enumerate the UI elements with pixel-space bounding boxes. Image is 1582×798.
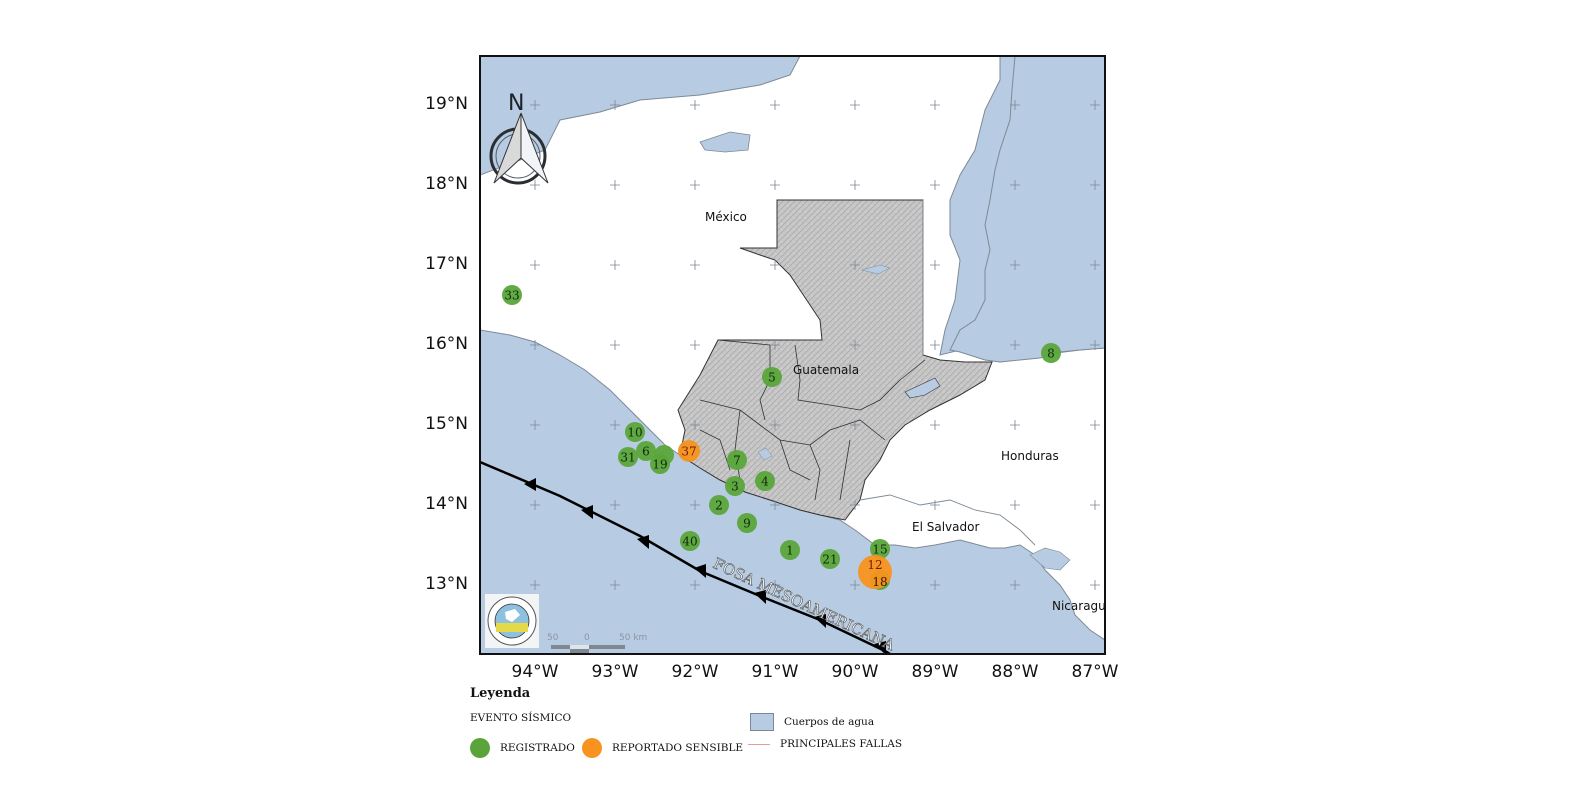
lon-tick-label: 93°W — [591, 662, 639, 682]
label-nicaragua: Nicaragu — [1052, 599, 1106, 613]
legend-item-cuerpos-de-agua: Cuerpos de agua — [750, 713, 874, 731]
seismic-event-marker[interactable]: 8 — [1041, 343, 1061, 363]
trench-teeth — [524, 478, 886, 654]
event-number: 3 — [731, 480, 739, 494]
seismic-event-marker[interactable]: 10 — [625, 422, 645, 442]
event-number: 2 — [715, 499, 723, 513]
lake-peten-itza — [861, 264, 891, 275]
seismic-event-marker[interactable]: 3 — [725, 476, 745, 496]
caribbean-sea — [949, 56, 1105, 363]
svg-text:50: 50 — [547, 633, 559, 643]
label-mexico: México — [705, 210, 747, 224]
green-circle-icon — [470, 738, 490, 758]
seismic-event-marker[interactable]: 19 — [650, 454, 670, 474]
label-honduras: Honduras — [1001, 449, 1059, 463]
water-swatch-icon — [750, 713, 774, 731]
lake-izabal — [904, 377, 941, 399]
seismic-event-marker[interactable]: 1 — [780, 540, 800, 560]
event-number: 5 — [768, 371, 776, 385]
event-number: 12 — [867, 558, 882, 572]
seismic-events-layer: 3385106311937734294012115181218 — [502, 285, 1061, 590]
lagoon — [699, 131, 751, 153]
orange-circle-icon — [582, 738, 602, 758]
seismic-event-marker[interactable]: 2 — [709, 495, 729, 515]
fault-line-icon — [748, 743, 770, 745]
legend-item-registrado: REGISTRADO — [470, 738, 575, 758]
gulf-of-fonseca — [1029, 547, 1071, 571]
event-number: 37 — [681, 445, 696, 459]
seismic-event-marker[interactable]: 31 — [618, 447, 638, 467]
department-borders — [699, 339, 926, 501]
seismic-event-marker[interactable]: 15 — [870, 539, 890, 559]
event-number: 21 — [822, 553, 837, 567]
lon-tick-label: 87°W — [1071, 662, 1119, 682]
country-borders — [859, 200, 1036, 546]
seismic-event-marker[interactable]: 33 — [502, 285, 522, 305]
svg-text:N: N — [508, 91, 524, 116]
seismic-event-marker[interactable]: 12 — [858, 555, 892, 589]
guatemala-country — [677, 199, 993, 521]
lat-tick-label: 17°N — [425, 254, 468, 274]
event-number: 19 — [652, 458, 667, 472]
seismic-event-marker[interactable]: 6 — [636, 441, 656, 461]
lon-tick-label: 94°W — [511, 662, 559, 682]
label-el-salvador: El Salvador — [912, 520, 979, 534]
event-number: 15 — [872, 543, 887, 557]
lon-tick-label: 89°W — [911, 662, 959, 682]
seismic-event-marker[interactable]: 21 — [820, 549, 840, 569]
north-arrow-icon: N — [489, 91, 549, 185]
event-number: 10 — [627, 426, 642, 440]
event-number: 33 — [504, 289, 519, 303]
svg-text:50 km: 50 km — [619, 633, 647, 643]
lon-tick-label: 91°W — [751, 662, 799, 682]
event-number: 4 — [761, 475, 769, 489]
legend-label-water: Cuerpos de agua — [784, 716, 875, 728]
insivumeh-logo — [485, 594, 539, 648]
legend-label-fallas: PRINCIPALES FALLAS — [780, 738, 903, 750]
legend-label-reportado-sensible: REPORTADO SENSIBLE — [612, 742, 744, 754]
lat-tick-label: 19°N — [425, 94, 468, 114]
lon-tick-label: 88°W — [991, 662, 1039, 682]
legend-label-registrado: REGISTRADO — [500, 742, 575, 754]
event-number: 9 — [743, 517, 751, 531]
lat-tick-label: 16°N — [425, 334, 468, 354]
lat-tick-label: 15°N — [425, 414, 468, 434]
event-number: 7 — [733, 454, 741, 468]
legend-item-reportado-sensible: REPORTADO SENSIBLE — [582, 738, 743, 758]
label-guatemala: Guatemala — [793, 363, 859, 377]
legend-subtitle: EVENTO SÍSMICO — [470, 712, 572, 724]
event-number: 8 — [1047, 347, 1055, 361]
seismic-event-marker[interactable]: 40 — [680, 531, 700, 551]
map-frame — [479, 55, 1106, 655]
lat-tick-label: 14°N — [425, 494, 468, 514]
lat-tick-label: 13°N — [425, 574, 468, 594]
seismic-event-marker[interactable]: 4 — [755, 471, 775, 491]
trench-line — [480, 460, 893, 654]
legend-title: Leyenda — [470, 686, 531, 701]
event-number-overlay: 18 — [872, 575, 887, 589]
legend-item-principales-fallas: PRINCIPALES FALLAS — [748, 738, 902, 750]
event-number: 31 — [620, 451, 635, 465]
seismic-event-marker[interactable]: 7 — [727, 450, 747, 470]
lat-tick-label: 18°N — [425, 174, 468, 194]
lon-tick-label: 90°W — [831, 662, 879, 682]
event-number: 6 — [642, 445, 650, 459]
seismic-event-marker[interactable]: 9 — [737, 513, 757, 533]
event-number: 40 — [682, 535, 697, 549]
seismic-event-marker[interactable]: 5 — [762, 367, 782, 387]
lon-tick-label: 92°W — [671, 662, 719, 682]
svg-text:0: 0 — [584, 633, 590, 643]
scale-bar: 50 0 50 km — [547, 633, 647, 653]
event-number: 1 — [786, 544, 794, 558]
seismic-event-marker[interactable]: 37 — [678, 440, 700, 462]
lake-atitlan — [757, 447, 773, 461]
graticule-crosses — [530, 100, 1100, 590]
